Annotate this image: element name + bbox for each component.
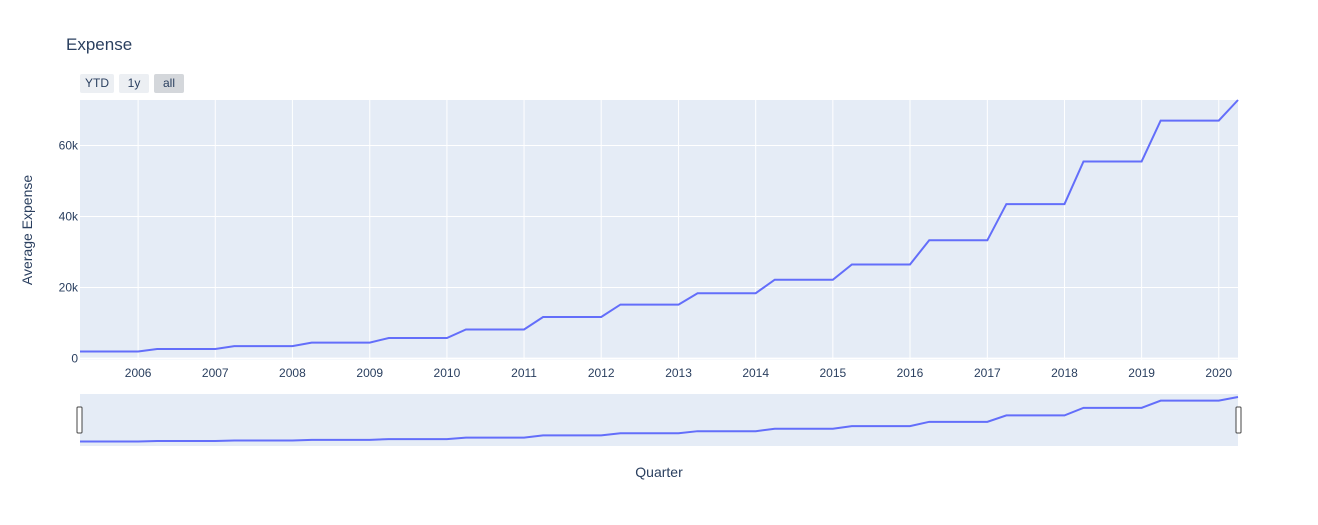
range-button-ytd[interactable]: YTD: [80, 74, 114, 93]
x-tick-label: 2008: [279, 366, 306, 380]
y-tick-label: 20k: [59, 281, 79, 295]
x-tick-label: 2007: [202, 366, 229, 380]
x-tick-label: 2010: [434, 366, 461, 380]
range-button-all[interactable]: all: [154, 74, 184, 93]
y-tick-label: 40k: [59, 210, 79, 224]
y-tick-label: 60k: [59, 138, 79, 152]
x-tick-label: 2012: [588, 366, 615, 380]
series-line: [80, 99, 1239, 353]
range-slider-right-handle[interactable]: [1235, 406, 1242, 434]
x-tick-label: 2013: [665, 366, 692, 380]
x-tick-label: 2009: [356, 366, 383, 380]
plot-area[interactable]: [80, 100, 1238, 360]
x-tick-label: 2006: [125, 366, 152, 380]
x-tick-label: 2017: [974, 366, 1001, 380]
range-slider-line: [80, 396, 1239, 443]
y-tick-label: 0: [71, 352, 78, 366]
x-tick-label: 2016: [897, 366, 924, 380]
y-gridlines: [80, 144, 1238, 289]
range-slider[interactable]: [80, 394, 1238, 446]
x-tick-label: 2019: [1128, 366, 1155, 380]
range-button-1y[interactable]: 1y: [119, 74, 149, 93]
x-gridlines: [137, 100, 1220, 360]
x-tick-label: 2014: [742, 366, 769, 380]
x-tick-label: 2020: [1205, 366, 1232, 380]
x-tick-label: 2011: [511, 366, 537, 380]
y-tick-labels: 0 20k 40k 60k: [59, 138, 79, 365]
chart-title: Expense: [66, 35, 132, 54]
x-tick-label: 2018: [1051, 366, 1078, 380]
x-tick-label: 2015: [819, 366, 846, 380]
x-tick-labels: 2006 2007 2008 2009 2010 2011 2012 2013 2014 2015…: [125, 366, 1233, 380]
range-slider-left-handle[interactable]: [76, 406, 83, 434]
x-axis-title: Quarter: [635, 464, 683, 480]
y-axis-title: Average Expense: [19, 175, 35, 285]
